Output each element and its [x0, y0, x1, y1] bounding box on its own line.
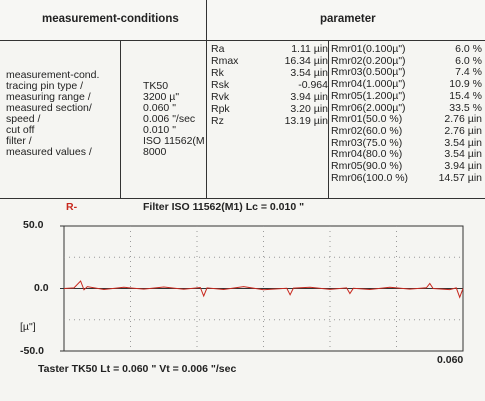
param-name: Rmr03(0.500µ") — [331, 66, 406, 79]
y-tick-top: 50.0 — [23, 219, 44, 231]
param-value: 14.57 µin — [438, 171, 482, 184]
param-name: Ra — [211, 43, 225, 55]
param-value: 6.0 % — [455, 54, 482, 67]
param-value: 15.4 % — [449, 89, 482, 102]
parameter-title: parameter — [320, 13, 376, 25]
param-value: 16.34 µin — [284, 55, 328, 67]
param-value: 10.9 % — [449, 78, 482, 91]
condition-value: TK50 — [143, 80, 169, 92]
header-conditions: measurement-conditions — [0, 0, 207, 41]
condition-label: measured section/ — [6, 102, 92, 114]
filter-line: Filter ISO 11562(M1) Lc = 0.010 " — [143, 201, 305, 213]
param-name: Rmr01(50.0 %) — [331, 113, 403, 126]
parameter-table: measurement-cond. tracing pin type / measu… — [0, 41, 485, 199]
param-value: 2.76 µin — [444, 124, 482, 137]
condition-label: speed / — [6, 113, 41, 125]
conditions-title: measurement-conditions — [42, 13, 179, 25]
profile-chart: R- Filter ISO 11562(M1) Lc = 0.010 " 50.… — [0, 199, 485, 401]
condition-label: measuring range / — [6, 91, 91, 103]
param-value: 3.54 µin — [444, 136, 482, 149]
condition-value: 3200 µ" — [143, 91, 180, 103]
condition-label: measured values / — [6, 146, 92, 158]
param-name: Rmax — [211, 55, 239, 67]
x-end-label: 0.060 — [437, 354, 464, 366]
param-name: Rmr03(75.0 %) — [331, 136, 403, 149]
profile-svg — [60, 225, 464, 352]
condition-value: 0.010 " — [143, 124, 176, 136]
y-unit: [µ"] — [20, 321, 36, 333]
param-name: Rk — [211, 67, 224, 79]
header-parameter: parameter — [207, 0, 485, 41]
param-value: 3.54 µin — [290, 67, 328, 79]
profile-tag: R- — [66, 201, 78, 213]
y-tick-mid: 0.0 — [34, 282, 49, 294]
param-name: Rmr04(80.0 %) — [331, 148, 403, 161]
param-name: Rmr02(60.0 %) — [331, 124, 403, 137]
param-value: 3.54 µin — [444, 148, 482, 161]
param-name: Rsk — [211, 79, 230, 91]
param-value: 6.0 % — [455, 43, 482, 55]
param-value: 3.20 µin — [290, 103, 328, 115]
param-name: Rmr06(2.000µ") — [331, 101, 406, 114]
param-name: Rmr04(1.000µ") — [331, 78, 406, 91]
param-value: 13.19 µin — [284, 115, 328, 127]
measurement-footer: Taster TK50 Lt = 0.060 " Vt = 0.006 "/se… — [38, 363, 237, 375]
roughness-profile-line — [63, 280, 464, 299]
param-name: Rmr06(100.0 %) — [331, 171, 409, 184]
param-name: Rmr05(90.0 %) — [331, 160, 403, 172]
param-value: 1.11 µin — [291, 43, 328, 55]
param-value: 3.94 µin — [444, 160, 482, 172]
param-name: Rz — [211, 115, 224, 127]
condition-value: 0.006 "/sec — [143, 113, 196, 125]
condition-value: 8000 — [143, 146, 167, 158]
param-value: -0.964 — [298, 79, 328, 91]
condition-label: cut off — [6, 124, 35, 136]
param-name: Rmr05(1.200µ") — [331, 89, 406, 102]
y-tick-bottom: -50.0 — [20, 345, 44, 357]
param-name: Rmr01(0.100µ") — [331, 43, 406, 55]
condition-label: measurement-cond. — [6, 69, 100, 81]
param-value: 2.76 µin — [444, 113, 482, 126]
param-value: 33.5 % — [449, 101, 482, 114]
param-value: 7.4 % — [455, 66, 482, 79]
condition-value: ISO 11562(M — [143, 135, 205, 147]
param-name: Rvk — [211, 91, 230, 103]
condition-label: tracing pin type / — [6, 80, 84, 92]
param-name: Rpk — [211, 103, 230, 115]
param-name: Rmr02(0.200µ") — [331, 54, 406, 67]
condition-value: 0.060 " — [143, 102, 176, 114]
condition-label: filter / — [6, 135, 32, 147]
param-value: 3.94 µin — [290, 91, 328, 103]
